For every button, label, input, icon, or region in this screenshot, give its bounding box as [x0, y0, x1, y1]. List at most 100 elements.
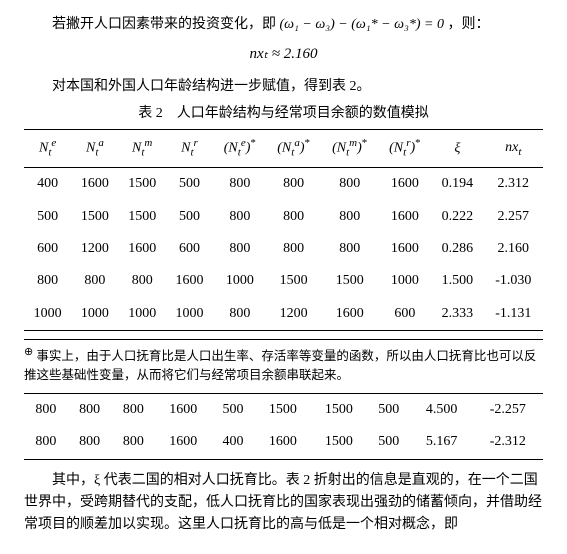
table-cell: 1500: [321, 265, 379, 297]
table-cell: 1600: [166, 265, 213, 297]
table-cell: 2.160: [484, 233, 543, 265]
table-cell: -1.131: [484, 298, 543, 331]
table-cell: 1600: [379, 233, 431, 265]
table-cell: 800: [321, 168, 379, 201]
table-cell: 800: [267, 201, 321, 233]
table-cell: 1000: [166, 298, 213, 331]
table-cell: 600: [379, 298, 431, 331]
table-cell: 0.222: [431, 201, 483, 233]
table-row: 1000100010001000800120016006002.333-1.13…: [24, 298, 543, 331]
table-cell: 2.257: [484, 201, 543, 233]
table-row: 5001500150050080080080016000.2222.257: [24, 201, 543, 233]
table-cell: -2.312: [473, 426, 543, 459]
table-cell: 500: [211, 393, 255, 426]
table-cell: 1000: [24, 298, 71, 331]
table-cell: 1500: [119, 201, 166, 233]
p1-text-b: ，则：: [444, 17, 490, 32]
table-cell: 1600: [255, 426, 311, 459]
table-cell: 800: [68, 393, 112, 426]
table-cell: 1500: [119, 168, 166, 201]
table-cell: 1500: [267, 265, 321, 297]
table-cell: 0.194: [431, 168, 483, 201]
table-cell: 500: [367, 426, 411, 459]
footnote-rule: [24, 339, 543, 340]
table-cell: 800: [119, 265, 166, 297]
table-cell: 1600: [119, 233, 166, 265]
table-cell: 800: [111, 426, 155, 459]
paragraph-3: 其中，ξ 代表二国的相对人口抚育比。表 2 折射出的信息是直观的，在一个二国世界…: [24, 470, 543, 537]
table-cell: 1600: [71, 168, 118, 201]
col-h: (Nte)*: [213, 130, 266, 168]
table-cell: 0.286: [431, 233, 483, 265]
table-cell: 800: [213, 168, 266, 201]
table-cell: 1200: [71, 233, 118, 265]
footnote-mark: ⊕: [24, 346, 33, 358]
display-formula: nxₜ ≈ 2.160: [24, 42, 543, 66]
table-cell: 800: [213, 201, 266, 233]
table-row: 800800800160010001500150010001.500-1.030: [24, 265, 543, 297]
table-cell: 400: [24, 168, 71, 201]
table-cell: -2.257: [473, 393, 543, 426]
table-cell: 5.167: [411, 426, 473, 459]
table-cell: 4.500: [411, 393, 473, 426]
table-cell: 800: [321, 201, 379, 233]
table-cell: 2.333: [431, 298, 483, 331]
data-table-upper: Nte Nta Ntm Ntr (Nte)* (Nta)* (Ntm)* (Nt…: [24, 129, 543, 331]
col-h: Nte: [24, 130, 71, 168]
table-cell: 600: [166, 233, 213, 265]
table-row: 8008008001600500150015005004.500-2.257: [24, 393, 543, 426]
table-cell: 1600: [155, 393, 211, 426]
table-cell: 800: [321, 233, 379, 265]
table-caption: 表 2 人口年龄结构与经常项目余额的数值模拟: [24, 103, 543, 125]
col-h: Ntr: [166, 130, 213, 168]
table-cell: 1000: [379, 265, 431, 297]
table-row: 8008008001600400160015005005.167-2.312: [24, 426, 543, 459]
col-h: (Ntr)*: [379, 130, 431, 168]
table-cell: 2.312: [484, 168, 543, 201]
col-h: (Ntm)*: [321, 130, 379, 168]
table-cell: 800: [24, 265, 71, 297]
table-cell: 1500: [255, 393, 311, 426]
table-row: 6001200160060080080080016000.2862.160: [24, 233, 543, 265]
table-cell: 500: [24, 201, 71, 233]
table-cell: 1.500: [431, 265, 483, 297]
table-cell: 1500: [311, 393, 367, 426]
table-cell: 600: [24, 233, 71, 265]
table-cell: 1000: [213, 265, 266, 297]
table-cell: 1500: [311, 426, 367, 459]
footnote: ⊕ 事实上，由于人口抚育比是人口出生率、存活率等变量的函数，所以由人口抚育比也可…: [24, 344, 543, 385]
table-cell: 800: [24, 393, 68, 426]
table-cell: 1500: [71, 201, 118, 233]
table-cell: 500: [166, 201, 213, 233]
table-cell: 800: [267, 233, 321, 265]
table-cell: 1000: [71, 298, 118, 331]
col-h: Nta: [71, 130, 118, 168]
data-table-lower: 8008008001600500150015005004.500-2.25780…: [24, 393, 543, 460]
table-cell: 1600: [321, 298, 379, 331]
table-cell: 500: [367, 393, 411, 426]
p1-text-a: 若撇开人口因素带来的投资变化，即: [52, 17, 280, 32]
table-cell: 500: [166, 168, 213, 201]
table-cell: 800: [213, 233, 266, 265]
table-cell: 1200: [267, 298, 321, 331]
table-cell: 800: [111, 393, 155, 426]
col-h: nxt: [484, 130, 543, 168]
col-h: (Nta)*: [267, 130, 321, 168]
table-cell: 1600: [379, 168, 431, 201]
table-cell: 800: [71, 265, 118, 297]
col-h: ξ: [431, 130, 483, 168]
table-cell: 1600: [379, 201, 431, 233]
table-cell: 800: [213, 298, 266, 331]
table-cell: -1.030: [484, 265, 543, 297]
paragraph-1: 若撇开人口因素带来的投资变化，即 (ω₁ − ω₃) − (ω₁* − ω₃*)…: [24, 14, 543, 36]
table-cell: 800: [68, 426, 112, 459]
table-cell: 1000: [119, 298, 166, 331]
table-header-row: Nte Nta Ntm Ntr (Nte)* (Nta)* (Ntm)* (Nt…: [24, 130, 543, 168]
paragraph-2: 对本国和外国人口年龄结构进一步赋值，得到表 2。: [24, 76, 543, 98]
table-row: 4001600150050080080080016000.1942.312: [24, 168, 543, 201]
table-cell: 800: [267, 168, 321, 201]
p1-inline-formula: (ω₁ − ω₃) − (ω₁* − ω₃*) = 0: [280, 17, 444, 32]
col-h: Ntm: [119, 130, 166, 168]
table-cell: 1600: [155, 426, 211, 459]
table-cell: 800: [24, 426, 68, 459]
